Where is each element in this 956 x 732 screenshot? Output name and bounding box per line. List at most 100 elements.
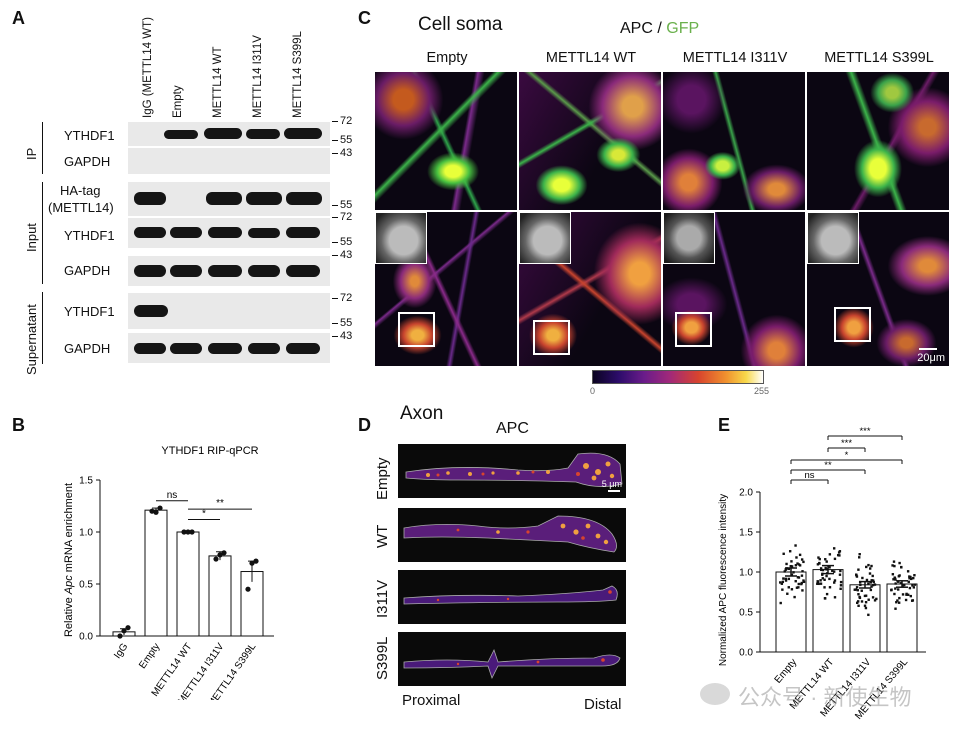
- chart-b-xtick-label: Empty: [137, 641, 162, 671]
- chart-e-point: [825, 592, 829, 596]
- chart-e-ytick-label: 0.0: [739, 648, 753, 659]
- blot-sup-ythdf1: [128, 293, 330, 329]
- chart-e-point: [798, 553, 802, 557]
- chart-e-point: [892, 560, 896, 563]
- chart-e-point: [892, 578, 895, 581]
- axon-row-label-s399l: S399L: [374, 636, 391, 680]
- chart-b: YTHDF1 RIP-qPCR 0.0 0.5 1.0 1.5 Relative Apc …: [63, 445, 274, 700]
- chart-e-point: [802, 579, 805, 582]
- chart-e-point: [800, 581, 803, 585]
- mw-marker: 72: [331, 292, 353, 304]
- chart-e-point: [912, 586, 916, 589]
- chart-e-point: [910, 599, 914, 602]
- chart-e-point: [828, 566, 831, 569]
- chart-e-point: [782, 577, 785, 580]
- chart-e-point: [860, 600, 864, 603]
- chart-e-point: [864, 601, 868, 604]
- chart-e-point: [833, 596, 837, 599]
- colorbar: [592, 370, 764, 384]
- chart-e-point: [908, 575, 911, 578]
- chart-e-point: [787, 567, 791, 571]
- chart-e-point: [790, 588, 794, 591]
- chart-e-point: [911, 584, 914, 587]
- chart-e-point: [794, 579, 797, 583]
- chart-b-point: [121, 628, 127, 634]
- micrograph-apc-wt: [519, 212, 661, 366]
- chart-e-point: [825, 568, 828, 571]
- chart-b-ytick-label: 0.0: [79, 632, 93, 643]
- chart-e-point: [909, 594, 912, 598]
- chart-e-point: [801, 570, 804, 573]
- chart-e-point: [896, 599, 899, 602]
- chart-e-point: [895, 601, 898, 604]
- chart-e-sig-label: ***: [841, 438, 852, 449]
- chart-e-point: [860, 589, 863, 592]
- row-label-input-ythdf1: YTHDF1: [64, 228, 115, 243]
- chart-e-point: [839, 569, 842, 573]
- chart-e-point: [819, 582, 823, 585]
- colorbar-min: 0: [590, 386, 596, 396]
- chart-e-point: [867, 563, 870, 567]
- mw-marker: 55: [331, 317, 353, 329]
- chart-b-point: [117, 633, 123, 639]
- roi-box: [834, 307, 871, 342]
- chart-e-point: [833, 581, 836, 584]
- chart-e-point: [821, 577, 824, 580]
- chart-e-point: [787, 577, 791, 581]
- chart-e-point: [790, 573, 794, 577]
- chart-e-point: [875, 597, 878, 601]
- column-title-wt: METTL14 WT: [545, 50, 637, 66]
- blot-input-ythdf1: [128, 218, 330, 248]
- chart-e-sig-label: ns: [804, 470, 814, 481]
- chart-e-point: [868, 567, 872, 570]
- chart-e-point: [901, 593, 905, 596]
- chart-e-point: [823, 578, 826, 581]
- roi-box: [398, 312, 435, 347]
- chart-b-bar: [208, 555, 232, 637]
- chart-e-point: [869, 588, 873, 592]
- micrograph-apc-s399l: 20μm: [807, 212, 949, 366]
- chart-e-point: [891, 564, 894, 567]
- chart-e: 0.0 0.5 1.0 1.5 2.0 Normalized APC fluorescen…: [718, 426, 926, 720]
- chart-e-point: [900, 566, 903, 569]
- chart-e-point: [898, 596, 901, 600]
- chart-e-point: [908, 586, 912, 590]
- chart-e-point: [816, 580, 820, 584]
- axon-image-wt: [398, 508, 626, 562]
- chart-e-point: [784, 577, 788, 581]
- chart-b-point: [249, 560, 255, 566]
- chart-e-point: [800, 574, 804, 577]
- chart-e-point: [894, 582, 897, 585]
- chart-e-point: [818, 557, 821, 561]
- chart-e-point: [820, 568, 823, 572]
- chart-e-point: [857, 593, 860, 596]
- axon-row-label-i311v: I311V: [374, 579, 391, 618]
- chart-e-point: [781, 580, 785, 584]
- chart-e-point: [856, 600, 860, 603]
- chart-e-point: [908, 577, 911, 580]
- chart-e-point: [782, 552, 785, 555]
- micrograph-merge-empty: [375, 72, 517, 210]
- chart-e-point: [828, 586, 832, 589]
- chart-e-point: [838, 550, 842, 553]
- inset-zoom: [807, 212, 859, 264]
- axon-image-i311v: [398, 570, 626, 624]
- axon-row-label-wt: WT: [374, 524, 391, 548]
- chart-e-point: [869, 581, 872, 584]
- chart-e-point: [865, 578, 869, 582]
- inset-zoom: [519, 212, 571, 264]
- chart-e-point: [797, 582, 800, 586]
- chart-e-bar: [775, 571, 807, 653]
- chart-b-point: [253, 558, 259, 564]
- lane-label-empty: Empty: [172, 85, 184, 118]
- chart-e-point: [906, 570, 910, 573]
- mw-marker: 43: [331, 330, 353, 342]
- mw-marker: 55: [331, 236, 353, 248]
- chart-e-point: [838, 573, 842, 576]
- chart-b-xtick-label: IgG: [112, 641, 130, 661]
- chart-e-point: [825, 574, 828, 578]
- chart-e-point: [794, 544, 797, 547]
- chart-e-point: [784, 579, 788, 582]
- mw-marker: 72: [331, 211, 353, 223]
- chart-e-sig-label: **: [824, 460, 832, 471]
